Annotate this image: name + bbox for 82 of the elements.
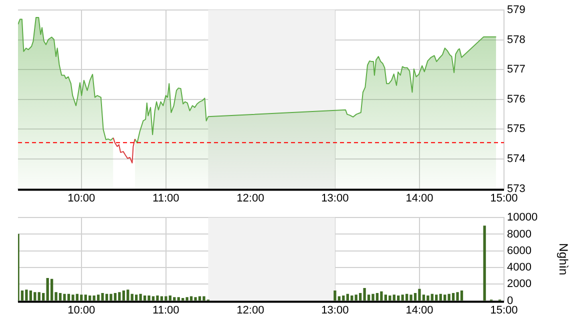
bar [452,292,455,301]
bar [186,297,188,301]
bar [46,278,49,301]
bar [334,290,336,301]
bar [426,295,430,301]
y-tick-label: 577 [507,64,526,76]
bar [63,294,66,301]
bar [401,294,404,301]
bar [139,294,142,301]
bar [110,294,112,301]
y-tick-label: 579 [507,4,526,16]
x-tick-label: 10:00 [68,304,96,316]
x-tick-label: 14:00 [406,192,434,204]
bar [72,294,74,301]
bar [135,294,138,301]
y-tick-label: 2000 [507,278,532,290]
bar [126,290,130,301]
bar [380,291,383,301]
bar [392,294,396,301]
bar [376,292,379,301]
x-tick-label: 10:00 [68,192,96,204]
bar [80,294,83,301]
y-tick-label: 573 [507,182,526,195]
y-tick-label: 576 [507,93,526,106]
y-tick-label: 578 [507,34,526,46]
bar [483,226,486,301]
bar [118,292,121,301]
bar [177,297,180,301]
x-tick-label: 13:00 [321,192,349,204]
y-tick-label: 4000 [507,262,532,274]
x-tick-label: 11:00 [152,304,180,316]
y-tick-label: 575 [507,123,526,136]
bar [372,294,374,301]
bar [38,292,40,301]
y-tick-label: 8000 [507,228,532,240]
bar [168,295,172,301]
bar [122,290,125,301]
y-tick-label: 574 [507,153,526,166]
bar [460,290,464,301]
bar [96,294,100,301]
x-tick-label: 14:00 [406,304,434,316]
bar [418,288,421,301]
bar [173,297,176,301]
bar [143,295,146,301]
bar [101,292,104,301]
bar [363,288,366,301]
bar [435,294,438,301]
bar [84,294,87,301]
bar [92,295,96,301]
bar [88,295,92,301]
bar [414,292,417,301]
x-tick-label: 11:00 [152,192,180,204]
y-tick-label: 10000 [507,212,538,224]
bar [34,292,36,301]
y-axis-title: Nghìn [556,243,570,276]
bar [397,295,400,301]
bar [25,290,28,301]
bar [42,292,45,301]
bar [388,295,392,301]
bar [29,290,32,301]
x-tick-label: 12:00 [236,192,264,204]
y-tick-label: 6000 [507,244,532,257]
y-tick-label: 0 [507,294,514,307]
x-tick-label: 15:00 [490,192,518,204]
bar [384,294,387,301]
bar [350,295,354,301]
bar [342,295,345,301]
bar [202,296,206,301]
x-tick-label: 12:00 [236,304,264,316]
x-tick-label: 15:00 [490,304,518,316]
bar [354,294,358,301]
bar [194,297,197,301]
bar [114,292,117,301]
bar [50,278,54,301]
bar [444,294,446,301]
x-tick-label: 13:00 [321,304,349,316]
bar [148,295,150,301]
bar [58,292,62,301]
bar [456,292,459,301]
bar [448,294,450,301]
bar [156,295,159,301]
bar [410,294,412,301]
